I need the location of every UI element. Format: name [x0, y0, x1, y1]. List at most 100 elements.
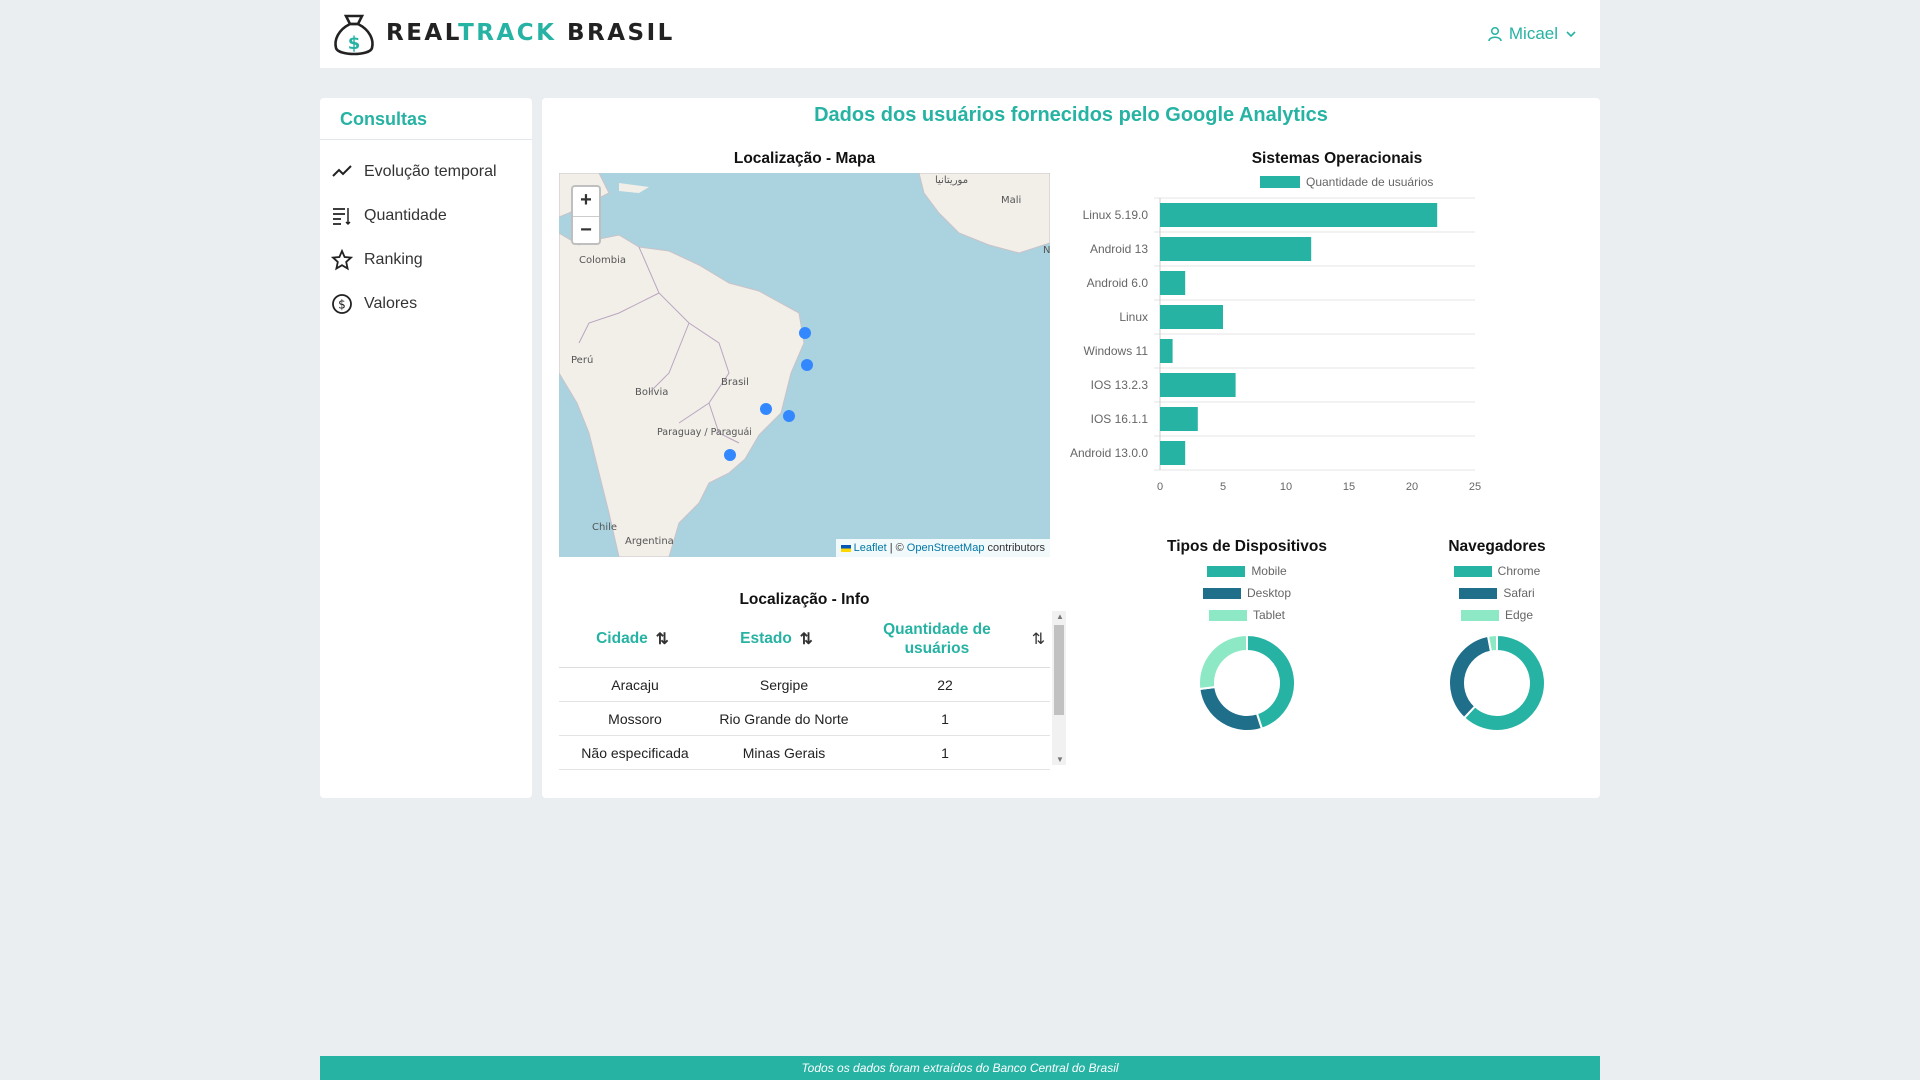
browser-chart-title: Navegadores: [1448, 538, 1546, 555]
footer: Todos os dados foram extraídos do Banco …: [320, 1056, 1600, 1080]
bar[interactable]: [1160, 237, 1312, 261]
legend-swatch: [1460, 609, 1499, 621]
attribution-copyright: ©: [895, 542, 904, 554]
device-chart-title: Tipos de Dispositivos: [1167, 538, 1327, 555]
svg-text:$: $: [338, 298, 346, 312]
sidebar-item-label: Valores: [364, 295, 418, 312]
map-label: Mali: [1001, 195, 1021, 206]
x-tick-label: 20: [1406, 481, 1418, 493]
user-menu[interactable]: Micael: [1487, 24, 1578, 44]
map-label: Chile: [592, 522, 617, 533]
bar[interactable]: [1160, 441, 1186, 465]
sort-icon[interactable]: ⇅: [1031, 631, 1046, 648]
map-label: Argentina: [625, 536, 674, 547]
donut-slice-desktop[interactable]: [1198, 685, 1264, 732]
bar[interactable]: [1160, 305, 1223, 329]
table-cell: 1: [941, 744, 949, 761]
x-tick-label: 10: [1280, 481, 1292, 493]
scroll-up-icon[interactable]: ▲: [1056, 612, 1064, 621]
legend-item-edge: Edge: [1352, 604, 1642, 626]
x-tick-label: 15: [1343, 481, 1355, 493]
map-title: Localização - Mapa: [733, 150, 876, 167]
sidebar-title: Consultas: [320, 98, 532, 140]
landmass-south-america: [559, 232, 805, 557]
donut-slice-chrome[interactable]: [1462, 633, 1546, 732]
column-header-estado[interactable]: Estado ⇅: [740, 630, 813, 648]
y-tick-label: Linux: [1119, 310, 1148, 324]
y-tick-label: Linux 5.19.0: [1083, 208, 1149, 222]
bar[interactable]: [1160, 373, 1236, 397]
chevron-down-icon: [1566, 31, 1576, 38]
zoom-out-button[interactable]: −: [580, 219, 592, 241]
sidebar-item-valores[interactable]: $ Valores: [320, 282, 532, 326]
sort-icon[interactable]: ⇅: [655, 630, 669, 648]
map-label: Colombia: [579, 255, 626, 266]
sidebar: Consultas Evolução temporal Quantidade R…: [320, 98, 532, 798]
bar[interactable]: [1160, 271, 1186, 295]
donut-slice-edge[interactable]: [1486, 633, 1498, 653]
ukraine-flag-icon: [840, 544, 851, 552]
map-label: Brasil: [721, 377, 749, 388]
legend-swatch: [1208, 609, 1247, 621]
legend-swatch: [1207, 565, 1246, 577]
bar[interactable]: [1160, 407, 1198, 431]
map-canvas[interactable]: Colombia Perú Brasil Bolivia Paraguay / …: [559, 173, 1050, 557]
device-donut-chart: [1198, 633, 1296, 732]
legend-swatch: [1459, 587, 1498, 599]
table-cell: Minas Gerais: [742, 744, 826, 761]
sort-icon[interactable]: ⇅: [799, 630, 813, 648]
x-tick-label: 0: [1157, 481, 1163, 493]
legend-swatch: [1453, 565, 1492, 577]
map-label: Paraguay / Paraguái: [657, 427, 752, 438]
x-tick-label: 5: [1220, 481, 1226, 493]
map-marker[interactable]: [799, 327, 811, 339]
bar[interactable]: [1160, 339, 1173, 363]
sidebar-item-evolucao-temporal[interactable]: Evolução temporal: [320, 150, 532, 194]
table-cell: Mossoro: [608, 710, 662, 727]
column-header-quantidade[interactable]: Quantidade de usuários: [883, 621, 991, 657]
map-marker[interactable]: [801, 359, 813, 371]
sidebar-item-ranking[interactable]: Ranking: [320, 238, 532, 282]
bar[interactable]: [1160, 203, 1438, 227]
sidebar-item-quantidade[interactable]: Quantidade: [320, 194, 532, 238]
top-bar: $ REALTRACK BRASIL Micael: [320, 0, 1600, 68]
table-cell: Sergipe: [759, 676, 809, 693]
donut-slice-tablet[interactable]: [1198, 633, 1248, 691]
y-tick-label: Android 6.0: [1087, 276, 1149, 290]
dollar-circle-icon: $: [330, 292, 354, 316]
table-row: Não especificada Minas Gerais 1: [559, 736, 1050, 770]
sidebar-item-label: Quantidade: [364, 207, 447, 224]
donut-slice-safari[interactable]: [1448, 634, 1493, 720]
table-scrollbar[interactable]: ▲ ▼: [1052, 611, 1066, 765]
table-title: Localização - Info: [739, 591, 870, 608]
table-row: Mossoro Rio Grande do Norte 1: [559, 702, 1050, 736]
location-map[interactable]: Colombia Perú Brasil Bolivia Paraguay / …: [559, 173, 1050, 557]
device-legend: Mobile Desktop Tablet: [1102, 560, 1392, 626]
map-zoom-control: + −: [571, 185, 601, 245]
y-tick-label: Windows 11: [1084, 344, 1149, 358]
column-header-cidade[interactable]: Cidade ⇅: [596, 630, 669, 648]
sidebar-item-label: Ranking: [364, 251, 423, 268]
list-numbers-icon: [330, 204, 354, 228]
leaflet-link[interactable]: Leaflet: [853, 542, 887, 554]
zoom-in-button[interactable]: +: [573, 187, 599, 217]
map-marker[interactable]: [783, 410, 795, 422]
table-cell: Não especificada: [581, 744, 689, 761]
user-name: Micael: [1508, 24, 1558, 43]
osm-link[interactable]: OpenStreetMap: [906, 542, 985, 554]
browser-donut-chart: [1448, 633, 1546, 732]
os-bar-chart: Quantidade de usuários Linux 5.19.0 Andro…: [1070, 175, 1481, 493]
map-marker[interactable]: [760, 403, 772, 415]
svg-text:$: $: [348, 33, 361, 54]
scroll-down-icon[interactable]: ▼: [1056, 755, 1064, 764]
y-tick-label: IOS 16.1.1: [1091, 412, 1149, 426]
y-tick-label: Android 13.0.0: [1070, 446, 1148, 460]
scrollbar-thumb[interactable]: [1054, 625, 1064, 715]
y-tick-label: Android 13: [1090, 242, 1148, 256]
y-tick-label: IOS 13.2.3: [1091, 378, 1149, 392]
map-marker[interactable]: [724, 449, 736, 461]
sidebar-item-label: Evolução temporal: [364, 163, 497, 180]
x-tick-label: 25: [1469, 481, 1481, 493]
legend-swatch: [1260, 176, 1300, 188]
table-cell: Aracaju: [611, 676, 659, 693]
